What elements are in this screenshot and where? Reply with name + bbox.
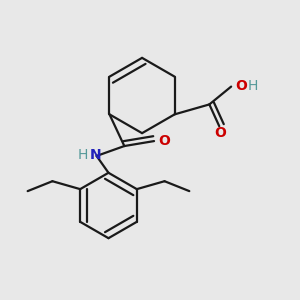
Text: N: N [90,148,101,162]
Text: O: O [235,79,247,93]
Text: H: H [77,148,88,162]
Text: O: O [158,134,170,148]
Text: O: O [214,126,226,140]
Text: H: H [248,79,258,93]
